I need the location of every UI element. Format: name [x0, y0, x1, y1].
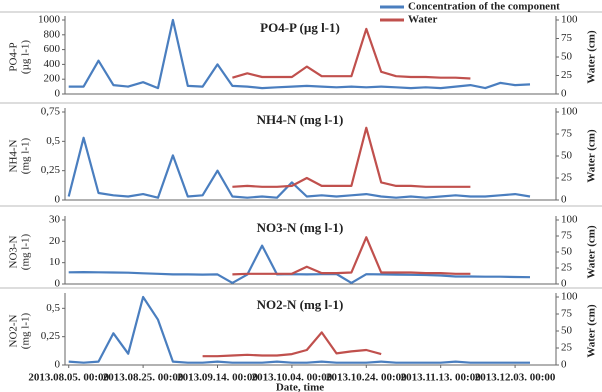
series-line: [68, 295, 530, 364]
y-tick-label: 1000: [38, 14, 61, 26]
x-tick-label: 2013.12.03. 00:00: [475, 372, 556, 384]
y-tick-label: 400: [44, 58, 61, 70]
y2-axis-label: Water (cm): [586, 30, 598, 84]
y2-tick-label: 100: [561, 291, 578, 303]
y-axis-label: (mg l-1): [20, 312, 32, 349]
y-tick-label: 800: [44, 28, 61, 40]
y-tick-label: 600: [44, 43, 61, 55]
y2-tick-label: 100: [561, 106, 578, 118]
y2-tick-label: 0: [561, 359, 567, 371]
y2-tick-label: 25: [561, 69, 573, 81]
panel-title: NH4-N (mg l-1): [257, 112, 344, 127]
y-axis-label: (mg l-1): [20, 233, 32, 270]
y-tick-label: 0: [55, 88, 61, 100]
y2-tick-label: 75: [561, 32, 573, 44]
y-axis-label: NO2-N: [8, 314, 20, 347]
y2-tick-label: 75: [561, 230, 573, 242]
y2-tick-label: 75: [561, 128, 573, 140]
y-axis-label: NH4-N: [8, 139, 20, 172]
y-axis-label: NO3-N: [8, 235, 20, 268]
y2-tick-label: 50: [561, 325, 573, 337]
y2-tick-label: 50: [561, 246, 573, 258]
x-tick-label: 2013.11.13. 00:00: [401, 372, 482, 384]
y-axis-label: PO4-P: [8, 42, 20, 71]
legend-label: Concentration of the component: [408, 1, 560, 13]
series-line: [68, 244, 531, 284]
y2-tick-label: 0: [561, 88, 567, 100]
y2-tick-label: 0: [561, 278, 567, 290]
y-tick-label: 200: [44, 73, 61, 85]
y-axis-label: (µg l-1): [20, 40, 32, 74]
y-tick-label: 0,5: [46, 135, 60, 147]
y2-tick-label: 75: [561, 308, 573, 320]
y2-tick-label: 25: [561, 342, 573, 354]
y-tick-label: 0,25: [41, 164, 61, 176]
y-tick-label: 0: [55, 278, 61, 290]
y2-tick-label: 50: [561, 51, 573, 63]
y2-axis-label: Water (cm): [586, 129, 598, 183]
legend-label: Water: [408, 14, 437, 26]
y-axis-label: (mg l-1): [20, 137, 32, 174]
y-tick-label: 10: [49, 256, 61, 268]
y2-axis-label: Water (cm): [586, 225, 598, 279]
y2-axis-label: Water (cm): [586, 304, 598, 358]
y-tick-label: 0,25: [41, 330, 61, 342]
y2-tick-label: 25: [561, 262, 573, 274]
y-tick-label: 0: [55, 194, 61, 206]
x-tick-label: 2013.08.25. 00:00: [103, 372, 184, 384]
x-tick-label: 2013.09.14. 00:00: [177, 372, 258, 384]
y-tick-label: 0,5: [46, 302, 60, 314]
series-line: [232, 27, 471, 80]
y-tick-label: 20: [49, 235, 61, 247]
x-tick-label: 2013.10.24. 00:00: [326, 372, 407, 384]
series-line: [68, 18, 531, 90]
series-line: [67, 136, 531, 199]
x-tick-label: 2013.08.05. 00:00: [28, 372, 109, 384]
y2-tick-label: 25: [561, 172, 573, 184]
y2-tick-label: 50: [561, 150, 573, 162]
panel-title: NO3-N (mg l-1): [257, 220, 344, 235]
y-tick-label: 30: [49, 214, 61, 226]
series-line: [232, 126, 471, 188]
y-tick-label: 0,75: [41, 106, 61, 118]
series-line: [232, 236, 471, 276]
panel-title: NO2-N (mg l-1): [257, 297, 344, 312]
y2-tick-label: 0: [561, 194, 567, 206]
panel-title: PO4-P (µg l-1): [260, 20, 340, 35]
y2-tick-label: 100: [561, 14, 578, 26]
y-tick-label: 0: [55, 359, 61, 371]
y2-tick-label: 100: [561, 214, 578, 226]
x-axis-label: Date, time: [276, 382, 324, 392]
x-tick-label: 2013.10.04. 00:00: [252, 372, 333, 384]
series-line: [202, 331, 382, 358]
